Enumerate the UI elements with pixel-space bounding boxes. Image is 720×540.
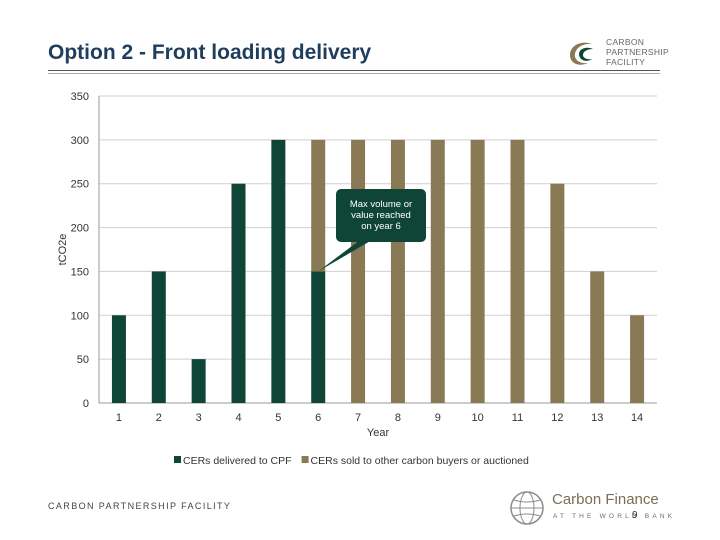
logo-top-text: CARBON PARTNERSHIP FACILITY	[606, 37, 669, 67]
x-tick-label: 5	[275, 412, 281, 424]
bar-other-buyers	[470, 139, 485, 403]
logo-top-line: PARTNERSHIP	[606, 47, 669, 57]
bar-other-buyers	[550, 183, 565, 403]
legend-label: CERs delivered to CPF	[183, 455, 292, 467]
x-tick-label: 4	[235, 412, 241, 424]
y-tick-label: 350	[71, 91, 89, 103]
logo-top-line: CARBON	[606, 37, 645, 47]
slide-title: Option 2 - Front loading delivery	[48, 41, 372, 64]
bar-cpf	[111, 315, 126, 403]
x-tick-label: 8	[395, 412, 401, 424]
callout-text: value reached	[351, 210, 411, 221]
bar-other-buyers	[630, 315, 645, 403]
x-tick-label: 13	[591, 412, 603, 424]
x-tick-label: 2	[156, 412, 162, 424]
title-divider-secondary	[48, 73, 660, 74]
bar-cpf	[311, 271, 326, 403]
carbon-finance-logo: Carbon Finance AT THE WORLD BANK	[508, 489, 698, 529]
x-tick-label: 11	[512, 412, 523, 424]
y-tick-label: 150	[71, 266, 89, 278]
y-tick-label: 100	[71, 310, 89, 322]
legend-swatch	[174, 456, 181, 463]
globe-icon	[510, 491, 544, 525]
bar-other-buyers	[590, 271, 605, 403]
x-tick-label: 14	[631, 412, 643, 424]
x-tick-label: 9	[435, 412, 441, 424]
y-tick-label: 250	[71, 179, 89, 191]
carbon-partnership-facility-logo: CARBON PARTNERSHIP FACILITY	[566, 36, 676, 72]
y-tick-label: 200	[71, 223, 89, 235]
x-tick-label: 1	[116, 412, 122, 424]
x-tick-label: 12	[551, 412, 563, 424]
x-tick-label: 3	[196, 412, 202, 424]
bar-other-buyers	[510, 139, 525, 403]
bar-cpf	[151, 271, 166, 403]
x-tick-label: 7	[355, 412, 361, 424]
bar-cpf	[271, 139, 286, 403]
legend-label: CERs sold to other carbon buyers or auct…	[311, 455, 529, 467]
x-tick-label: 10	[472, 412, 484, 424]
bar-other-buyers	[390, 139, 405, 403]
bar-cpf	[191, 359, 206, 403]
callout-text: Max volume or	[350, 199, 412, 210]
y-axis-title: tCO2e	[57, 234, 69, 266]
title-divider	[48, 70, 660, 71]
y-tick-label: 300	[71, 135, 89, 147]
cpf-swirl-icon	[570, 42, 593, 65]
bar-other-buyers	[351, 139, 366, 403]
bar-other-buyers	[430, 139, 445, 403]
bar-other-buyers	[311, 139, 326, 272]
callout-pointer	[318, 240, 372, 272]
x-axis-title: Year	[367, 427, 390, 439]
logo-bottom-tagline: AT THE WORLD BANK	[553, 513, 676, 520]
footer-org-name: CARBON PARTNERSHIP FACILITY	[48, 501, 232, 511]
y-tick-label: 50	[77, 354, 89, 366]
callout-text: on year 6	[361, 221, 401, 232]
logo-top-line: FACILITY	[606, 57, 646, 67]
page-number: 9	[632, 510, 638, 521]
x-tick-label: 6	[315, 412, 321, 424]
y-tick-label: 0	[83, 398, 89, 410]
callout-box	[336, 189, 426, 242]
legend-swatch	[301, 456, 309, 463]
bar-cpf	[231, 183, 246, 403]
logo-bottom-name: Carbon Finance	[552, 491, 659, 508]
